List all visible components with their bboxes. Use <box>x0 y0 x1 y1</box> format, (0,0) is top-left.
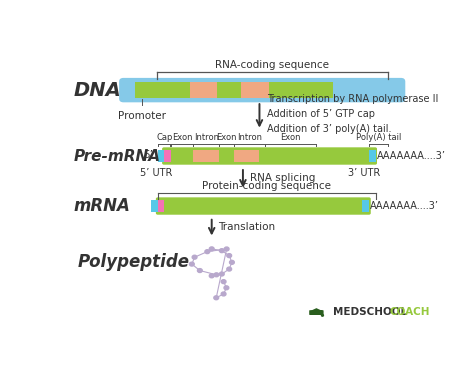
Text: Protein-coding sequence: Protein-coding sequence <box>202 181 331 191</box>
Text: 3’ UTR: 3’ UTR <box>348 168 380 178</box>
Circle shape <box>321 315 323 316</box>
Circle shape <box>224 247 229 251</box>
Text: Promoter: Promoter <box>118 111 166 121</box>
Circle shape <box>190 262 194 266</box>
Bar <box>156 82 333 98</box>
Circle shape <box>229 260 234 264</box>
Circle shape <box>205 250 210 254</box>
Text: RNA-coding sequence: RNA-coding sequence <box>215 60 329 70</box>
Circle shape <box>198 268 202 272</box>
Text: Exon: Exon <box>172 133 192 142</box>
Text: AAAAAAA....3’: AAAAAAA....3’ <box>370 201 439 211</box>
Text: MEDSCHOOL: MEDSCHOOL <box>333 307 407 317</box>
Text: RNA splicing: RNA splicing <box>250 173 316 184</box>
Text: AAAAAAA....3’: AAAAAAA....3’ <box>377 151 446 161</box>
Circle shape <box>219 272 224 276</box>
Bar <box>193 149 219 163</box>
Circle shape <box>227 267 232 271</box>
Bar <box>158 200 164 212</box>
Circle shape <box>227 254 232 258</box>
Bar <box>234 149 259 163</box>
FancyBboxPatch shape <box>156 197 371 215</box>
Text: 5’: 5’ <box>143 150 153 160</box>
Bar <box>241 82 269 98</box>
Text: Transcription by RNA polymerase II
Addition of 5’ GTP cap
Addition of 3’ poly(A): Transcription by RNA polymerase II Addit… <box>267 94 438 134</box>
Circle shape <box>224 286 229 290</box>
Text: Exon: Exon <box>281 133 301 142</box>
Bar <box>190 82 217 98</box>
Circle shape <box>221 280 226 284</box>
Circle shape <box>214 273 219 277</box>
Bar <box>152 200 158 212</box>
Text: mRNA: mRNA <box>74 197 131 215</box>
Circle shape <box>210 274 214 278</box>
Text: Poly(A) tail: Poly(A) tail <box>356 133 401 142</box>
FancyBboxPatch shape <box>119 78 405 102</box>
Bar <box>164 150 171 162</box>
Bar <box>369 150 375 162</box>
FancyBboxPatch shape <box>162 147 377 165</box>
Text: 5’ UTR: 5’ UTR <box>140 168 173 178</box>
Circle shape <box>219 249 224 252</box>
Polygon shape <box>311 308 322 312</box>
Text: Translation: Translation <box>218 222 275 232</box>
Bar <box>135 82 156 98</box>
Text: DNA: DNA <box>74 81 122 100</box>
FancyBboxPatch shape <box>309 310 324 315</box>
Text: Pre-mRNA: Pre-mRNA <box>74 149 161 163</box>
Text: Intron: Intron <box>237 133 262 142</box>
Circle shape <box>214 296 219 300</box>
Bar <box>158 150 164 162</box>
Circle shape <box>210 247 214 251</box>
Text: COACH: COACH <box>390 307 430 317</box>
Circle shape <box>192 255 197 259</box>
Bar <box>362 200 369 212</box>
Text: Cap: Cap <box>156 133 173 142</box>
Text: Polypeptide: Polypeptide <box>78 253 190 272</box>
Circle shape <box>221 292 226 296</box>
Text: Intron: Intron <box>194 133 219 142</box>
Text: Exon: Exon <box>216 133 237 142</box>
